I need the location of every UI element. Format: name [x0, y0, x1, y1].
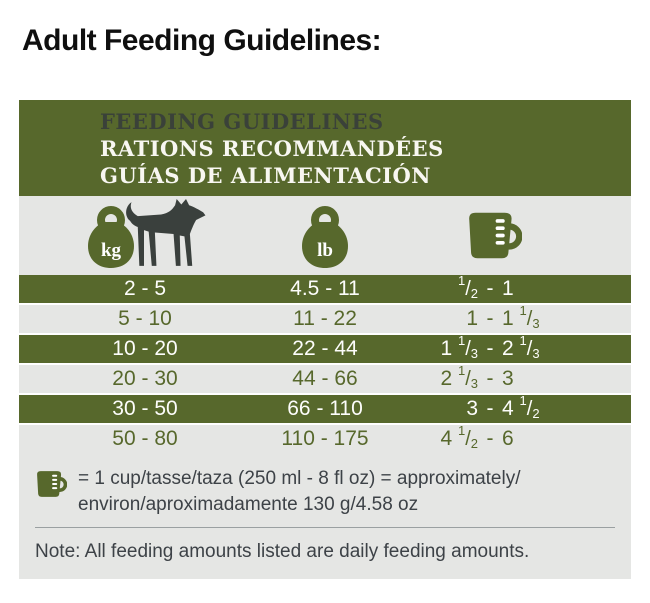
daily-amount-note: Note: All feeding amounts listed are dai…: [35, 541, 530, 562]
cups-range-dash: -: [486, 397, 494, 420]
lb-unit-label: lb: [317, 240, 333, 261]
cups-range-dash: -: [486, 367, 494, 390]
weight-lb-cell: 11 - 22: [293, 307, 357, 330]
cups-max: 3: [502, 367, 514, 390]
weight-lb-cell: 22 - 44: [292, 337, 358, 360]
cups-column-icon: [462, 209, 523, 267]
table-row: 20 - 30 44 - 66 2 1/3-3: [19, 363, 631, 393]
cups-cell: 1/2-1: [379, 273, 601, 303]
cups-cell: 1-1 1/3: [379, 303, 601, 333]
table-title-es: GUÍAS DE ALIMENTACIÓN: [100, 162, 431, 188]
cups-min: 1 1/3: [440, 333, 478, 361]
feeding-guidelines-panel: FEEDING GUIDELINES RATIONS RECOMMANDÉES …: [19, 100, 631, 579]
table-header: FEEDING GUIDELINES RATIONS RECOMMANDÉES …: [19, 100, 631, 196]
table-title-en: FEEDING GUIDELINES: [100, 108, 384, 134]
table-body: kg lb 2 -: [19, 196, 631, 579]
table-row: 2 - 5 4.5 - 11 1/2-1: [19, 273, 631, 303]
cups-max: 1: [502, 277, 514, 300]
cups-min: 1: [466, 307, 478, 330]
dog-icon: [126, 199, 206, 266]
table-title-fr: RATIONS RECOMMANDÉES: [100, 135, 444, 161]
divider: [35, 527, 615, 528]
weight-lb-cell: 110 - 175: [281, 427, 369, 450]
cups-range-dash: -: [486, 337, 494, 360]
cups-min: 3: [466, 397, 478, 420]
cups-cell: 1 1/3-2 1/3: [379, 333, 601, 363]
feeding-table-rows: 2 - 5 4.5 - 11 1/2-1 5 - 10 11 - 22 1-1 1/3 10…: [19, 273, 631, 453]
footnote-line-1: = 1 cup/tasse/taza (250 ml - 8 fl oz) = …: [78, 468, 521, 489]
weight-kg-cell: 50 - 80: [112, 427, 178, 450]
table-row: 50 - 80 110 - 175 4 1/2-6: [19, 423, 631, 453]
kettlebell-kg-icon: kg: [88, 206, 134, 268]
table-row: 10 - 20 22 - 44 1 1/3-2 1/3: [19, 333, 631, 363]
page-title: Adult Feeding Guidelines:: [22, 24, 382, 57]
measuring-cup-icon: [469, 212, 523, 259]
cups-range-dash: -: [486, 427, 494, 450]
weight-lb-cell: 4.5 - 11: [290, 277, 360, 300]
weight-lb-cell: 44 - 66: [292, 367, 358, 390]
cups-min: 1/2: [457, 273, 478, 301]
column-icons-row: kg lb: [19, 196, 631, 275]
cups-max: 4 1/2: [502, 393, 540, 421]
weight-kg-cell: 2 - 5: [123, 277, 167, 300]
cups-range-dash: -: [486, 307, 494, 330]
cups-cell: 3-4 1/2: [379, 393, 601, 423]
cups-range-dash: -: [486, 277, 494, 300]
weight-kg-cell: 30 - 50: [112, 397, 178, 420]
kettlebell-lb-icon: lb: [302, 206, 348, 268]
weight-kg-cell: 10 - 20: [112, 337, 178, 360]
cups-max: 6: [502, 427, 514, 450]
measuring-cup-icon: [37, 471, 67, 497]
cup-definition-footnote: = 1 cup/tasse/taza (250 ml - 8 fl oz) = …: [19, 453, 631, 527]
cups-min: 2 1/3: [440, 363, 478, 391]
cups-cell: 2 1/3-3: [379, 363, 601, 393]
weight-kg-cell: 5 - 10: [118, 307, 172, 330]
cups-max: 2 1/3: [502, 333, 540, 361]
table-row: 5 - 10 11 - 22 1-1 1/3: [19, 303, 631, 333]
cups-cell: 4 1/2-6: [379, 423, 601, 453]
cups-min: 4 1/2: [440, 423, 478, 451]
table-row: 30 - 50 66 - 110 3-4 1/2: [19, 393, 631, 423]
footnote-line-2: environ/aproximadamente 130 g/4.58 oz: [78, 494, 419, 515]
footnote-text: = 1 cup/tasse/taza (250 ml - 8 fl oz) = …: [78, 466, 520, 518]
weight-lb-column-icon: lb: [299, 206, 351, 270]
cups-max: 1 1/3: [502, 303, 540, 331]
weight-kg-cell: 20 - 30: [112, 367, 178, 390]
kg-unit-label: kg: [101, 240, 122, 261]
weight-lb-cell: 66 - 110: [287, 397, 363, 420]
weight-kg-column-icon: kg: [85, 198, 215, 270]
